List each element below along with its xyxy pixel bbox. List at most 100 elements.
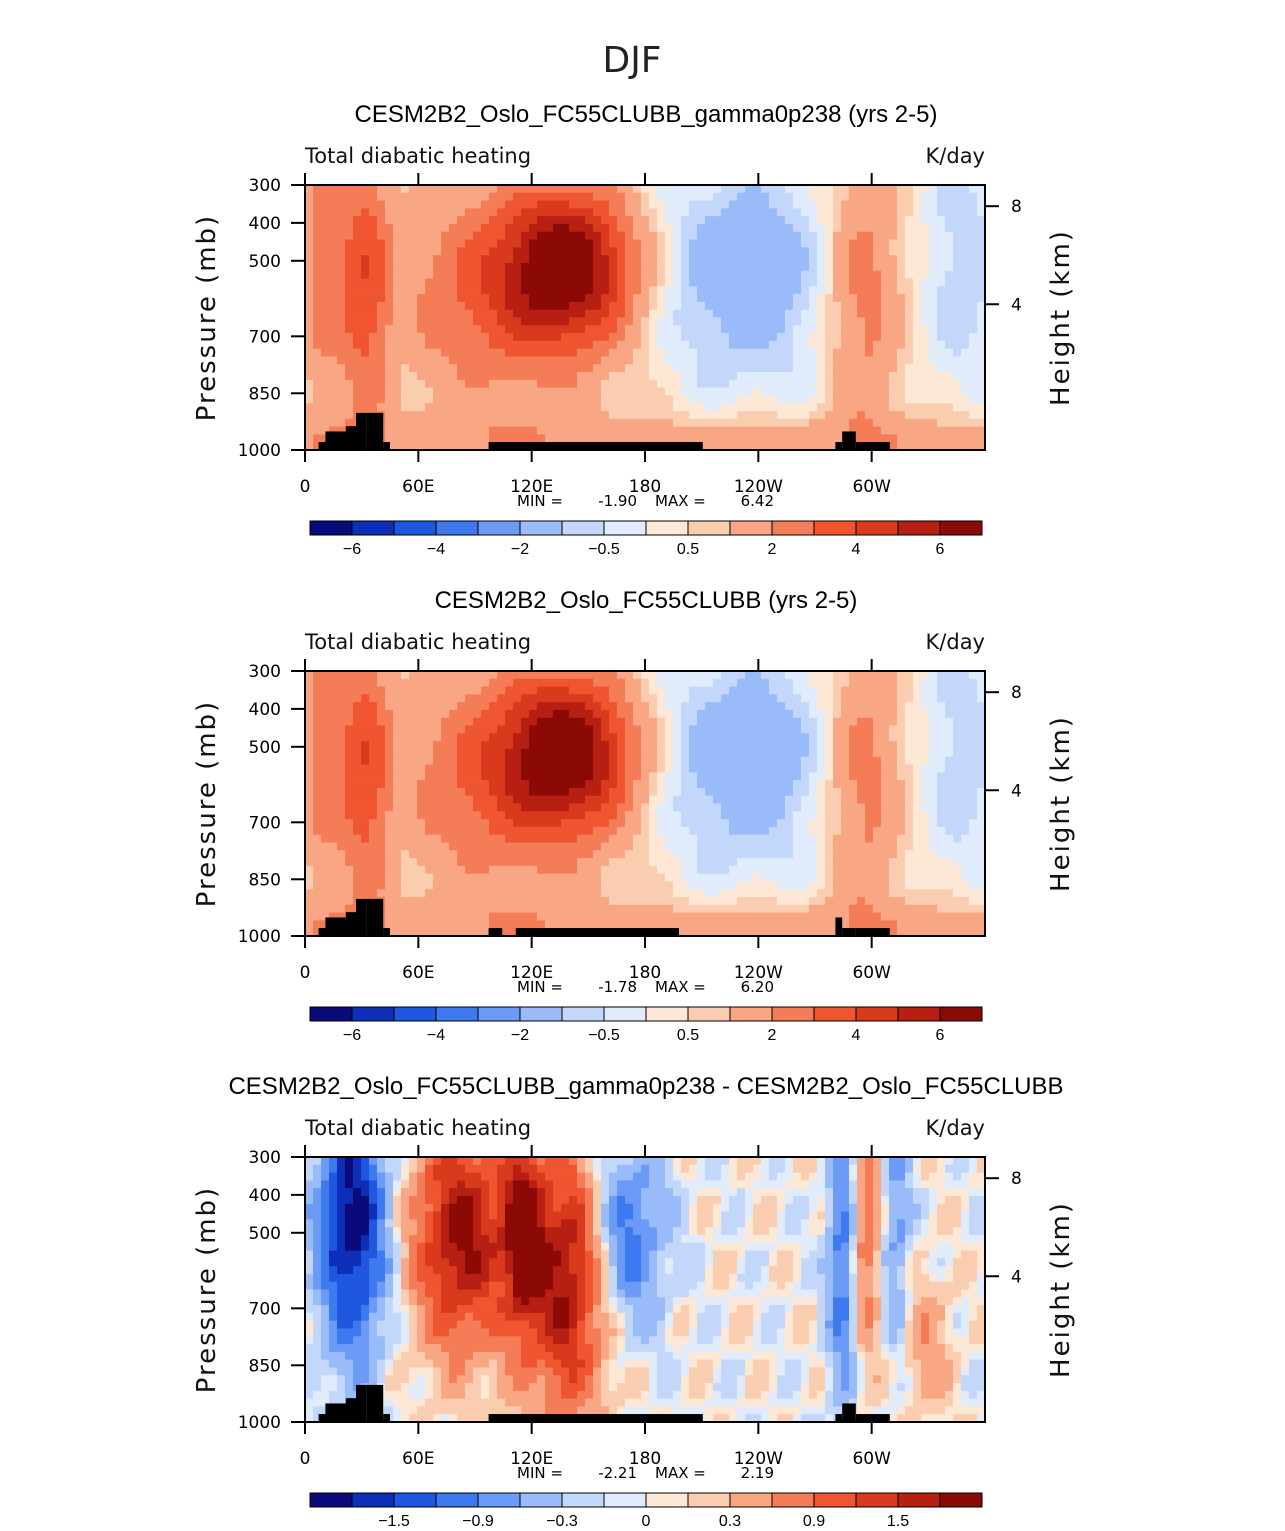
heatmap-cell — [457, 309, 466, 319]
heatmap-cell — [753, 231, 762, 241]
heatmap-cell — [569, 239, 578, 248]
heatmap-cell — [753, 348, 762, 358]
heatmap-cell — [425, 294, 434, 303]
heatmap-cell — [585, 411, 594, 420]
heatmap-cell — [921, 671, 930, 680]
heatmap-cell — [713, 262, 722, 272]
heatmap-cell — [417, 826, 426, 836]
heatmap-cell — [713, 686, 722, 695]
heatmap-cell — [801, 247, 810, 256]
heatmap-cell — [497, 333, 506, 342]
heatmap-cell — [537, 733, 546, 742]
heatmap-cell — [473, 379, 482, 389]
heatmap-cell — [305, 262, 314, 272]
heatmap-cell — [345, 208, 354, 217]
heatmap-cell — [873, 185, 882, 194]
heatmap-cell — [921, 819, 930, 828]
heatmap-cell — [849, 772, 858, 781]
heatmap-cell — [937, 239, 946, 248]
heatmap-cell — [313, 772, 322, 781]
heatmap-cell — [329, 239, 338, 248]
heatmap-cell — [329, 301, 338, 311]
heatmap-cell — [881, 325, 890, 334]
heatmap-cell — [713, 434, 722, 443]
heatmap-cell — [393, 842, 402, 851]
heatmap-cell — [745, 395, 754, 404]
heatmap-cell — [545, 372, 554, 381]
heatmap-cell — [921, 231, 930, 241]
heatmap-cell — [881, 340, 890, 350]
heatmap-cell — [745, 411, 754, 420]
heatmap-cell — [529, 216, 538, 225]
heatmap-cell — [705, 192, 714, 202]
heatmap-cell — [689, 418, 698, 428]
heatmap-cell — [809, 223, 818, 233]
heatmap-cell — [305, 819, 314, 828]
heatmap-cell — [553, 255, 562, 264]
heatmap-cell — [433, 247, 442, 256]
heatmap-cell — [761, 333, 770, 342]
heatmap-cell — [593, 834, 602, 844]
heatmap-cell — [697, 756, 706, 766]
heatmap-cell — [401, 286, 410, 295]
heatmap-cell — [393, 418, 402, 428]
heatmap-cell — [385, 780, 394, 789]
heatmap-cell — [537, 294, 546, 303]
heatmap-cell — [353, 239, 362, 248]
heatmap-cell — [513, 678, 522, 688]
heatmap-cell — [409, 850, 418, 859]
heatmap-cell — [497, 426, 506, 436]
heatmap-cell — [785, 709, 794, 719]
heatmap-cell — [585, 216, 594, 225]
heatmap-cell — [673, 426, 682, 436]
heatmap-cell — [433, 403, 442, 412]
heatmap-cell — [761, 834, 770, 844]
heatmap-cell — [777, 709, 786, 719]
heatmap-cell — [353, 333, 362, 342]
heatmap-cell — [321, 216, 330, 225]
heatmap-cell — [625, 192, 634, 202]
heatmap-cell — [329, 686, 338, 695]
heatmap-cell — [457, 231, 466, 241]
heatmap-cell — [889, 340, 898, 350]
heatmap-cell — [529, 694, 538, 703]
heatmap-cell — [753, 741, 762, 750]
heatmap-cell — [857, 709, 866, 719]
heatmap-cell — [729, 772, 738, 781]
heatmap-cell — [825, 725, 834, 734]
heatmap-cell — [529, 733, 538, 742]
heatmap-cell — [905, 842, 914, 851]
heatmap-cell — [753, 403, 762, 412]
heatmap-cell — [641, 200, 650, 209]
heatmap-cell — [841, 395, 850, 404]
heatmap-cell — [665, 795, 674, 805]
heatmap-cell — [433, 364, 442, 373]
heatmap-cell — [377, 842, 386, 851]
heatmap-cell — [905, 780, 914, 789]
heatmap-cell — [513, 811, 522, 820]
heatmap-cell — [313, 208, 322, 217]
heatmap-cell — [457, 247, 466, 256]
heatmap-cell — [745, 733, 754, 742]
heatmap-cell — [345, 795, 354, 805]
heatmap-cell — [705, 286, 714, 295]
heatmap-cell — [905, 811, 914, 820]
heatmap-cell — [809, 725, 818, 734]
heatmap-cell — [889, 325, 898, 334]
heatmap-cell — [625, 185, 634, 194]
heatmap-cell — [329, 756, 338, 766]
heatmap-cell — [849, 301, 858, 311]
heatmap-cell — [449, 379, 458, 389]
heatmap-cell — [649, 387, 658, 397]
heatmap-cell — [753, 340, 762, 350]
heatmap-cell — [929, 247, 938, 256]
heatmap-cell — [593, 247, 602, 256]
heatmap-cell — [441, 208, 450, 217]
heatmap-cell — [817, 387, 826, 397]
heatmap-cell — [849, 834, 858, 844]
heatmap-cell — [617, 239, 626, 248]
heatmap-cell — [937, 741, 946, 750]
heatmap-cell — [785, 733, 794, 742]
heatmap-cell — [753, 200, 762, 209]
heatmap-cell — [577, 255, 586, 264]
